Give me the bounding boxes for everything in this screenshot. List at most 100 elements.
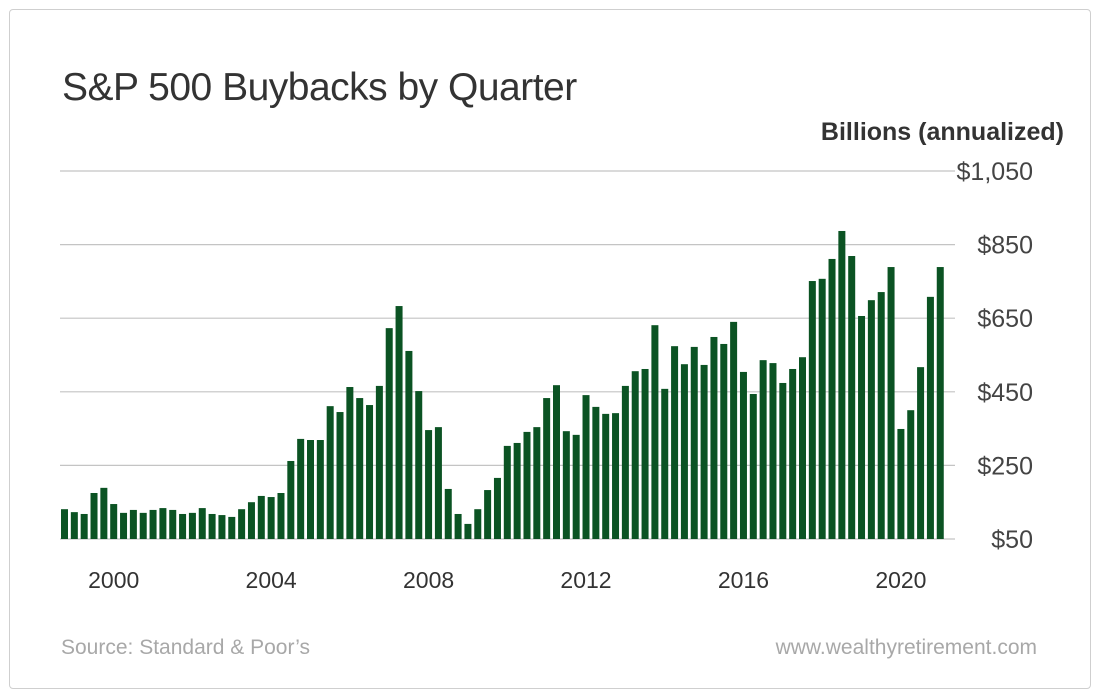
bar-2016-Q1	[730, 321, 738, 539]
bar-2003-Q2	[228, 516, 236, 539]
x-tick-label: 2020	[875, 567, 926, 593]
bar-2007-Q1	[375, 385, 383, 539]
bar-2005-Q3	[316, 440, 324, 539]
x-tick-label: 2004	[246, 567, 297, 593]
bar-2019-Q3	[867, 300, 875, 539]
bar-2009-Q4	[484, 490, 492, 539]
bar-2006-Q1	[336, 412, 344, 539]
bar-2014-Q2	[661, 388, 669, 539]
bar-2007-Q2	[385, 328, 393, 539]
bar-2020-Q3	[907, 410, 915, 539]
bar-2003-Q3	[238, 509, 246, 539]
bar-1999-Q1	[61, 509, 68, 539]
x-tick-label: 2012	[560, 567, 611, 593]
bar-2019-Q2	[858, 315, 866, 539]
bar-2015-Q2	[700, 364, 708, 539]
x-tick-label: 2008	[403, 567, 454, 593]
bar-2002-Q1	[179, 513, 187, 539]
bar-2008-Q4	[444, 488, 452, 539]
bar-2018-Q2	[818, 278, 826, 539]
bar-2017-Q3	[789, 368, 797, 539]
bar-2002-Q4	[208, 513, 216, 539]
y-tick-label: $50	[991, 526, 1033, 554]
bar-2012-Q4	[602, 413, 610, 539]
bar-2019-Q1	[848, 256, 856, 539]
x-tick-label: 2000	[88, 567, 139, 593]
bar-2017-Q2	[779, 382, 787, 539]
bar-2020-Q1	[887, 267, 895, 539]
bar-2001-Q4	[169, 509, 177, 539]
bar-2016-Q4	[759, 360, 767, 539]
bar-2006-Q4	[366, 405, 374, 539]
bar-2005-Q1	[297, 438, 305, 539]
bar-2020-Q4	[917, 367, 925, 539]
bar-2000-Q4	[129, 509, 137, 539]
y-tick-label: $450	[977, 379, 1033, 407]
website-credit: www.wealthyretirement.com	[775, 636, 1037, 659]
bar-2001-Q1	[139, 512, 147, 539]
bar-2013-Q3	[631, 371, 639, 539]
bar-2010-Q1	[493, 477, 501, 539]
bar-2009-Q2	[464, 523, 472, 539]
bar-2000-Q3	[120, 512, 128, 539]
y-tick-label: $650	[977, 305, 1033, 333]
bar-1999-Q3	[80, 513, 88, 539]
bar-2010-Q2	[503, 445, 511, 539]
bar-2014-Q4	[680, 364, 688, 539]
bar-1999-Q4	[90, 493, 98, 539]
bar-2014-Q3	[671, 346, 679, 539]
bar-2012-Q1	[572, 434, 580, 539]
bar-2018-Q4	[838, 230, 846, 539]
bar-2015-Q4	[720, 343, 728, 539]
bar-2010-Q4	[523, 431, 531, 539]
bar-2011-Q3	[553, 385, 560, 539]
bar-2009-Q1	[454, 513, 462, 539]
bar-2015-Q1	[690, 346, 698, 539]
bar-2008-Q3	[434, 427, 442, 539]
bar-2010-Q3	[513, 442, 521, 539]
bar-2009-Q3	[474, 509, 482, 539]
y-tick-label: $850	[977, 232, 1033, 260]
bar-2004-Q3	[277, 493, 285, 539]
bar-2004-Q1	[257, 495, 265, 539]
source-note: Source: Standard & Poor’s	[61, 636, 311, 659]
x-tick-label: 2016	[718, 567, 769, 593]
bar-2012-Q3	[592, 406, 600, 539]
bar-2004-Q4	[287, 460, 295, 539]
bar-2015-Q3	[710, 336, 718, 539]
bar-2005-Q2	[307, 440, 314, 539]
bar-2011-Q2	[543, 398, 551, 539]
bar-2011-Q4	[562, 431, 570, 539]
bar-2018-Q1	[808, 281, 816, 539]
bar-2006-Q2	[346, 387, 354, 539]
bar-2019-Q4	[877, 292, 885, 539]
bar-2017-Q1	[769, 363, 777, 539]
bar-2013-Q2	[621, 385, 629, 539]
bar-2014-Q1	[651, 325, 659, 539]
y-axis-unit-label: Billions (annualized)	[820, 118, 1064, 146]
bar-2006-Q3	[356, 398, 364, 539]
bar-2007-Q4	[405, 350, 413, 539]
bar-2002-Q3	[198, 508, 206, 539]
bar-1999-Q2	[70, 512, 78, 539]
bar-2013-Q4	[641, 368, 649, 539]
bar-2003-Q1	[218, 515, 226, 539]
bar-2021-Q1	[926, 296, 934, 539]
bar-2004-Q2	[267, 497, 275, 539]
bar-2016-Q3	[749, 394, 757, 539]
bar-2012-Q2	[582, 395, 590, 539]
chart-frame	[9, 9, 1091, 689]
bar-2007-Q3	[395, 306, 403, 539]
y-tick-label: $250	[977, 452, 1033, 480]
bar-2020-Q2	[897, 428, 905, 539]
bar-2002-Q2	[188, 512, 196, 539]
bar-2011-Q1	[533, 427, 541, 539]
y-tick-label: $1,050	[957, 158, 1033, 186]
bar-2013-Q1	[612, 413, 620, 539]
bar-2005-Q4	[326, 406, 334, 539]
bar-2001-Q3	[159, 508, 167, 539]
bar-2017-Q4	[799, 357, 806, 539]
bar-2000-Q2	[110, 504, 118, 539]
bar-2018-Q3	[828, 258, 836, 539]
chart-title: S&P 500 Buybacks by Quarter	[62, 66, 577, 109]
